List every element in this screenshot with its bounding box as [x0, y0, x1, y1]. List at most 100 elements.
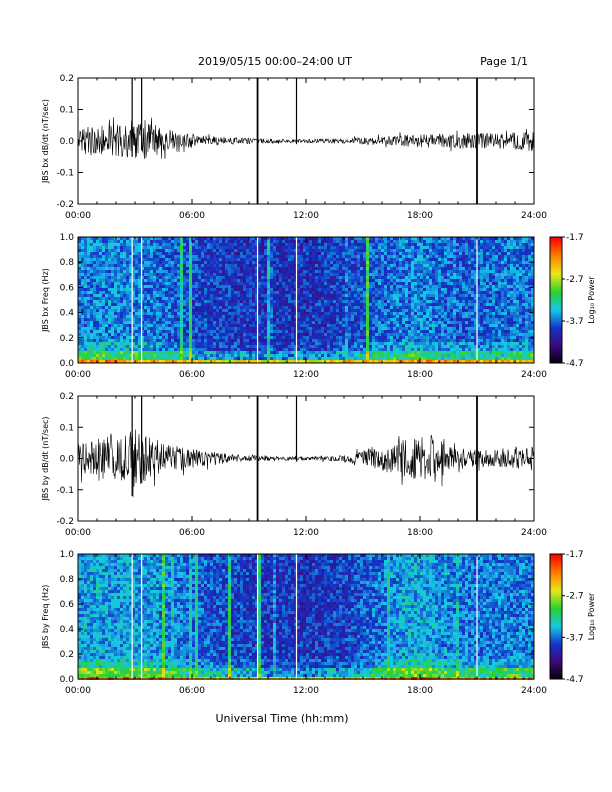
spectrogram-cell [273, 249, 276, 252]
spectrogram-cell [111, 243, 114, 246]
spectrogram-cell [213, 276, 216, 279]
spectrogram-cell [117, 336, 120, 339]
spectrogram-cell [321, 240, 324, 243]
spectrogram-cell [201, 297, 204, 300]
spectrogram-cell [189, 342, 192, 345]
spectrogram-cell [216, 255, 219, 258]
spectrogram-cell [231, 267, 234, 270]
spectrogram-cell [201, 321, 204, 324]
spectrogram-cell [357, 333, 360, 336]
spectrogram-cell [270, 282, 273, 285]
spectrogram-cell [105, 336, 108, 339]
spectrogram-cell [282, 282, 285, 285]
spectrogram-cell [426, 255, 429, 258]
spectrogram-cell [126, 243, 129, 246]
spectrogram-cell [78, 294, 81, 297]
spectrogram-cell [294, 357, 297, 360]
spectrogram-cell [132, 333, 135, 336]
spectrogram-cell [387, 264, 390, 267]
spectrogram-cell [279, 336, 282, 339]
spectrogram-cell [354, 291, 357, 294]
spectrogram-cell [285, 255, 288, 258]
spectrogram-cell [180, 357, 183, 360]
spectrogram-cell [141, 318, 144, 321]
spectrogram-cell [249, 270, 252, 273]
spectrogram-cell [186, 339, 189, 342]
spectrogram-cell [378, 276, 381, 279]
spectrogram-cell [270, 303, 273, 306]
spectrogram-cell [357, 360, 360, 363]
spectrogram-cell [162, 297, 165, 300]
spectrogram-cell [120, 336, 123, 339]
spectrogram-cell [243, 351, 246, 354]
spectrogram-cell [339, 318, 342, 321]
spectrogram-cell [315, 276, 318, 279]
spectrogram-cell [351, 240, 354, 243]
spectrogram-cell [351, 243, 354, 246]
spectrogram-cell [354, 282, 357, 285]
spectrogram-cell [282, 348, 285, 351]
spectrogram-cell [417, 246, 420, 249]
spectrogram-cell [225, 312, 228, 315]
spectrogram-cell [366, 333, 369, 336]
spectrogram-cell [78, 285, 81, 288]
spectrogram-cell [327, 327, 330, 330]
spectrogram-cell [300, 252, 303, 255]
spectrogram-cell [297, 333, 300, 336]
spectrogram-cell [87, 291, 90, 294]
spectrogram-cell [225, 264, 228, 267]
spectrogram-cell [237, 333, 240, 336]
spectrogram-cell [240, 330, 243, 333]
spectrogram-cell [255, 342, 258, 345]
spectrogram-cell [180, 285, 183, 288]
spectrogram-cell [216, 249, 219, 252]
spectrogram-cell [396, 345, 399, 348]
spectrogram-cell [141, 270, 144, 273]
spectrogram-cell [387, 300, 390, 303]
spectrogram-cell [93, 318, 96, 321]
spectrogram-cell [423, 291, 426, 294]
spectrogram-cell [84, 348, 87, 351]
spectrogram-cell [189, 249, 192, 252]
spectrogram-cell [228, 264, 231, 267]
spectrogram-cell [105, 330, 108, 333]
spectrogram-cell [147, 252, 150, 255]
spectrogram-cell [228, 318, 231, 321]
spectrogram-cell [234, 336, 237, 339]
spectrogram-cell [264, 276, 267, 279]
spectrogram-cell [372, 282, 375, 285]
spectrogram-cell [291, 348, 294, 351]
spectrogram-cell [240, 324, 243, 327]
spectrogram-cell [306, 339, 309, 342]
spectrogram-cell [417, 282, 420, 285]
spectrogram-cell [171, 330, 174, 333]
spectrogram-cell [165, 330, 168, 333]
spectrogram-cell [363, 297, 366, 300]
spectrogram-cell [342, 357, 345, 360]
spectrogram-cell [282, 267, 285, 270]
spectrogram-cell [243, 261, 246, 264]
spectrogram-cell [255, 318, 258, 321]
spectrogram-cell [84, 345, 87, 348]
spectrogram-cell [78, 300, 81, 303]
spectrogram-cell [288, 348, 291, 351]
spectrogram-cell [81, 312, 84, 315]
spectrogram-cell [288, 315, 291, 318]
spectrogram-cell [255, 267, 258, 270]
spectrogram-cell [174, 267, 177, 270]
spectrogram-cell [153, 309, 156, 312]
spectrogram-cell [351, 315, 354, 318]
spectrogram-cell [189, 255, 192, 258]
spectrogram-cell [300, 318, 303, 321]
spectrogram-cell [261, 327, 264, 330]
spectrogram-cell [267, 240, 270, 243]
spectrogram-cell [255, 252, 258, 255]
spectrogram-cell [228, 342, 231, 345]
spectrogram-cell [324, 318, 327, 321]
spectrogram-cell [267, 330, 270, 333]
spectrogram-cell [246, 315, 249, 318]
spectrogram-cell [387, 336, 390, 339]
spectrogram-cell [96, 261, 99, 264]
spectrogram-cell [135, 321, 138, 324]
spectrogram-cell [87, 330, 90, 333]
